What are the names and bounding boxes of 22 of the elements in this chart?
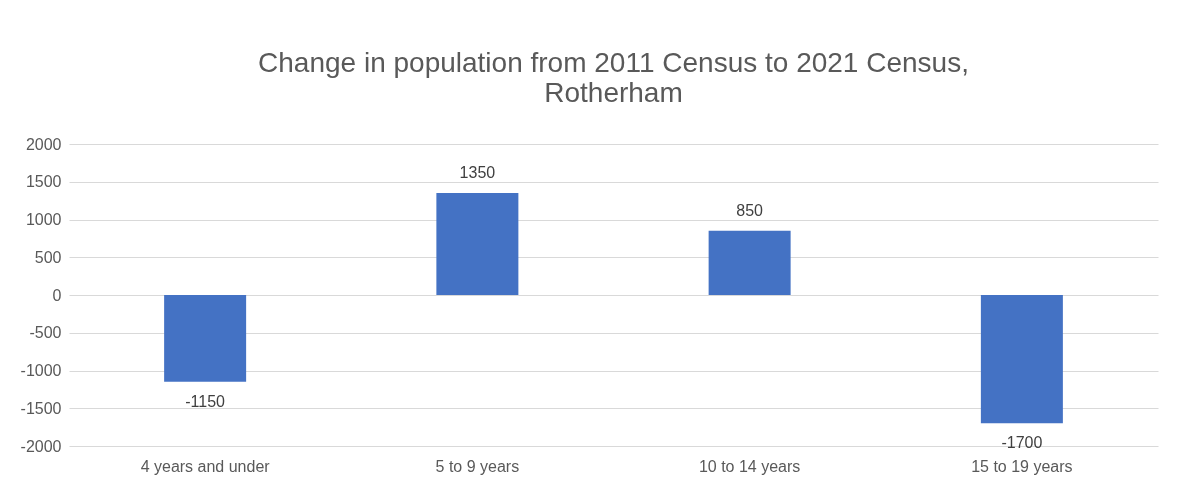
y-tick-label: -2000: [20, 437, 62, 455]
data-label: 1350: [459, 164, 496, 182]
data-label: -1700: [1001, 434, 1043, 452]
bar: [980, 295, 1063, 424]
x-tick-label: 5 to 9 years: [435, 457, 520, 475]
y-tick-label: 1500: [25, 173, 62, 191]
bar: [436, 193, 519, 295]
y-tick-label: -500: [29, 324, 62, 342]
x-tick-label: 10 to 14 years: [698, 457, 801, 475]
x-tick-label: 4 years and under: [140, 457, 271, 475]
bar: [164, 295, 247, 382]
y-tick-label: -1000: [20, 362, 62, 379]
y-tick-label: 2000: [25, 135, 62, 153]
y-tick-label: 0: [52, 286, 62, 304]
y-tick-label: -1500: [20, 399, 62, 417]
x-tick-label: 15 to 19 years: [971, 457, 1073, 475]
chart-title: Change in population from 2011 Census to 2021 Census, Rotherham: [258, 47, 969, 108]
bar: [708, 230, 791, 295]
data-label: -1150: [185, 392, 226, 410]
data-label: 850: [736, 201, 764, 219]
y-tick-label: 1000: [25, 211, 62, 228]
y-tick-label: 500: [34, 248, 62, 266]
